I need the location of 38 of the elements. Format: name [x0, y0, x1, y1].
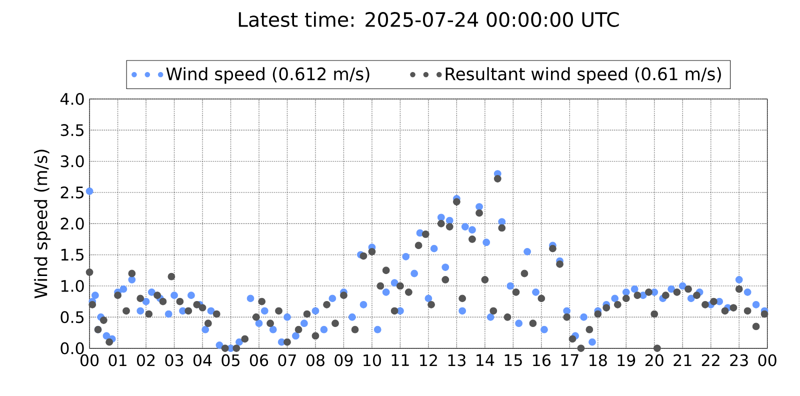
x-tick-label: 09	[334, 354, 353, 366]
x-tick-label: 17	[561, 354, 578, 366]
x-tick-label: 08	[306, 354, 324, 366]
x-tick-label: 02	[136, 354, 154, 366]
y-tick-label: 1.0	[61, 280, 84, 292]
x-tick-label: 07	[278, 354, 296, 366]
x-tick-label: 01	[108, 354, 126, 366]
y-tick-label: 4.0	[60, 93, 84, 106]
x-tick-label: 13	[448, 354, 466, 366]
x-tick-label: 18	[590, 354, 607, 366]
x-tick-label: 16	[533, 354, 550, 366]
x-tick-label: 04	[193, 354, 212, 366]
x-tick-label: 21	[674, 354, 692, 366]
y-tick-label: 0.5	[60, 311, 84, 324]
legend-label: Wind speed (0.612 m/s)	[166, 67, 370, 84]
x-tick-label: 10	[364, 354, 381, 366]
x-tick-label: 00	[80, 354, 99, 366]
x-tick-label: 15	[504, 354, 522, 366]
x-tick-label: 22	[702, 354, 720, 366]
x-tick-label: 14	[476, 354, 494, 366]
y-tick-label: 1.5	[61, 249, 84, 261]
y-tick-label: 0.0	[60, 342, 84, 354]
y-tick-label: 2.5	[60, 186, 84, 199]
y-tick-label: 3.5	[60, 124, 84, 136]
x-tick-label: 12	[420, 354, 437, 366]
x-tick-label: 00	[758, 354, 776, 366]
x-tick-label: 03	[165, 354, 184, 366]
x-tick-label: 20	[645, 354, 664, 366]
x-tick-label: 06	[250, 354, 268, 366]
y-tick-label: 2.0	[60, 218, 84, 230]
x-tick-label: 19	[618, 354, 636, 366]
legend-label: Resultant wind speed (0.61 m/s)	[446, 67, 721, 84]
y-tick-label: 3.0	[60, 155, 84, 168]
x-tick-label: 05	[222, 354, 240, 366]
y-axis-title: Wind speed (m/s)	[34, 150, 51, 298]
x-tick-label: 11	[392, 354, 409, 366]
chart-title: Latest time: 2025-07-24 00:00:00 UTC	[238, 12, 619, 28]
x-tick-label: 23	[730, 354, 748, 366]
